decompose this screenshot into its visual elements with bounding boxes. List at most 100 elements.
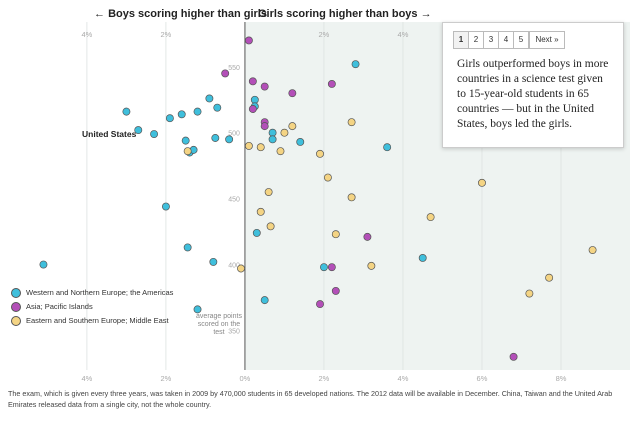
data-point bbox=[383, 143, 392, 152]
data-point bbox=[260, 296, 269, 305]
data-point bbox=[225, 135, 234, 144]
legend-swatch bbox=[11, 301, 21, 312]
right-arrow-icon: → bbox=[420, 8, 432, 20]
data-point bbox=[248, 77, 257, 86]
data-point bbox=[327, 263, 336, 272]
data-point bbox=[165, 114, 174, 123]
data-point bbox=[323, 173, 332, 182]
girls-higher-header: Girls scoring higher than boys → bbox=[258, 8, 432, 20]
x-tick-label-bottom: 6% bbox=[477, 374, 488, 383]
data-point bbox=[177, 110, 186, 119]
data-point bbox=[418, 254, 427, 262]
data-point bbox=[183, 147, 192, 156]
data-point bbox=[183, 243, 192, 252]
x-tick-label-bottom: 4% bbox=[398, 374, 409, 383]
data-point bbox=[221, 69, 230, 78]
data-point bbox=[205, 94, 214, 103]
legend-label: Eastern and Southern Europe; Middle East bbox=[26, 316, 169, 325]
legend-item-asia: Asia; Pacific Islands bbox=[11, 300, 173, 313]
page-button-4[interactable]: 4 bbox=[498, 31, 514, 49]
data-point bbox=[316, 300, 324, 309]
y-tick-label: 500 bbox=[228, 131, 240, 138]
data-point bbox=[351, 60, 360, 69]
page-button-5[interactable]: 5 bbox=[513, 31, 529, 49]
girls-higher-label: Girls scoring higher than boys bbox=[258, 8, 418, 20]
data-point bbox=[193, 305, 202, 314]
annotation-callout: 1 2 3 4 5 Next » Girls outperformed boys… bbox=[442, 22, 624, 148]
data-point bbox=[252, 228, 261, 237]
data-point bbox=[288, 122, 297, 131]
legend-swatch bbox=[11, 287, 21, 298]
legend: Western and Northern Europe; the America… bbox=[11, 286, 173, 328]
boys-higher-header: ← Boys scoring higher than girls bbox=[94, 8, 267, 20]
data-point bbox=[209, 257, 218, 266]
data-point bbox=[296, 138, 305, 146]
data-point bbox=[268, 135, 277, 144]
x-tick-label-top: 2% bbox=[161, 30, 172, 39]
data-point bbox=[248, 105, 257, 113]
x-tick-label-top: 4% bbox=[398, 30, 409, 39]
data-point bbox=[237, 264, 245, 273]
data-point bbox=[347, 118, 356, 127]
data-point bbox=[213, 103, 222, 112]
data-point bbox=[426, 213, 435, 222]
next-page-button[interactable]: Next » bbox=[529, 31, 565, 49]
x-tick-label-bottom: 8% bbox=[556, 374, 567, 383]
x-tick-label-top: 2% bbox=[319, 30, 330, 39]
data-point bbox=[264, 188, 273, 196]
legend-swatch bbox=[11, 315, 21, 326]
pagination: 1 2 3 4 5 Next » bbox=[453, 31, 565, 49]
y-tick-label: 550 bbox=[228, 65, 240, 72]
y-unit-label: average points scored on the test bbox=[196, 313, 242, 336]
data-point bbox=[525, 289, 534, 298]
data-point bbox=[150, 130, 159, 138]
page-button-2[interactable]: 2 bbox=[468, 31, 484, 49]
data-point bbox=[122, 107, 131, 116]
legend-label: Asia; Pacific Islands bbox=[26, 302, 93, 311]
data-point bbox=[316, 149, 324, 158]
data-point bbox=[181, 136, 190, 145]
data-point bbox=[478, 178, 486, 187]
data-point bbox=[211, 134, 220, 142]
x-tick-label-top: 4% bbox=[81, 30, 92, 39]
y-tick-label: 450 bbox=[228, 197, 240, 204]
page-button-3[interactable]: 3 bbox=[483, 31, 499, 49]
legend-item-americas: Western and Northern Europe; the America… bbox=[11, 286, 173, 299]
data-point bbox=[39, 260, 48, 269]
data-point bbox=[260, 122, 269, 131]
x-tick-label-bottom: 4% bbox=[81, 374, 92, 383]
data-point bbox=[276, 147, 285, 156]
x-tick-label-bottom: 0% bbox=[240, 374, 251, 383]
data-point bbox=[367, 261, 376, 270]
data-point bbox=[244, 36, 253, 45]
data-point bbox=[327, 80, 336, 88]
data-point bbox=[266, 222, 275, 231]
data-point bbox=[260, 82, 269, 91]
y-tick-label: 350 bbox=[228, 328, 240, 335]
data-point bbox=[256, 143, 265, 152]
data-point bbox=[256, 207, 265, 216]
y-tick-label: 400 bbox=[228, 263, 240, 270]
data-point bbox=[363, 232, 372, 241]
data-point bbox=[545, 273, 554, 282]
data-point bbox=[331, 230, 340, 239]
data-point bbox=[509, 352, 518, 361]
data-point bbox=[134, 126, 143, 135]
x-tick-label-bottom: 2% bbox=[161, 374, 172, 383]
data-point bbox=[161, 202, 170, 211]
data-point bbox=[288, 89, 297, 98]
footnote: The exam, which is given every three yea… bbox=[8, 389, 613, 409]
data-point bbox=[331, 286, 340, 295]
x-tick-label-bottom: 2% bbox=[319, 374, 330, 383]
data-point bbox=[250, 95, 259, 104]
data-point bbox=[268, 128, 277, 137]
page-button-1[interactable]: 1 bbox=[453, 31, 469, 49]
data-point bbox=[280, 128, 289, 137]
boys-higher-label: Boys scoring higher than girls bbox=[108, 8, 267, 20]
callout-text: Girls outperformed boys in more countrie… bbox=[457, 58, 609, 130]
united-states-label: United States bbox=[82, 129, 137, 139]
data-point bbox=[244, 141, 253, 150]
data-point bbox=[320, 263, 328, 272]
data-point bbox=[347, 193, 356, 202]
left-arrow-icon: ← bbox=[94, 8, 105, 20]
